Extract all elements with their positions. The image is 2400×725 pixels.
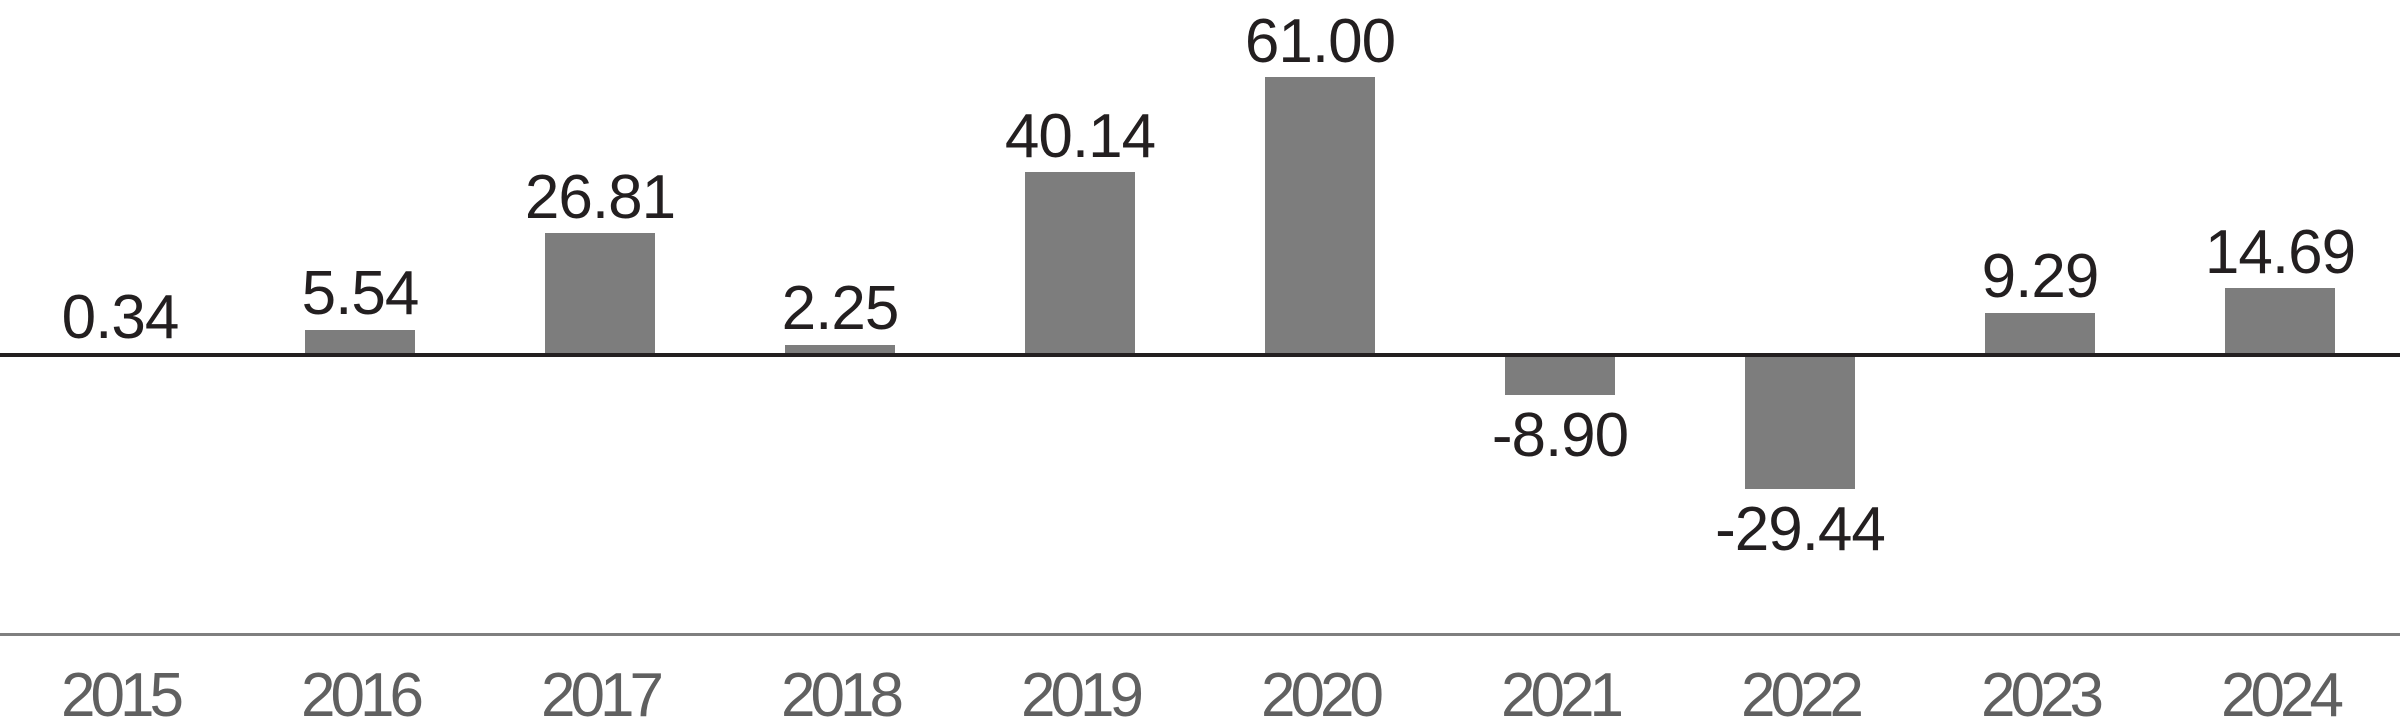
bar xyxy=(785,344,895,355)
x-axis-label: 2016 xyxy=(301,661,424,725)
bar-value-label: 5.54 xyxy=(301,259,420,329)
x-axis-label: 2020 xyxy=(1261,661,1384,725)
bar-value-label: 40.14 xyxy=(1004,101,1156,171)
x-axis-label: 2015 xyxy=(61,661,184,725)
bar xyxy=(545,233,655,355)
bar-value-label: -29.44 xyxy=(1715,494,1886,564)
bar-value-label: -8.90 xyxy=(1491,401,1629,471)
bar-value-label: 61.00 xyxy=(1244,6,1396,76)
x-axis-label: 2023 xyxy=(1981,661,2104,725)
x-axis-label: 2021 xyxy=(1501,661,1624,725)
category-axis-line xyxy=(0,633,2400,636)
bar-value-label: 0.34 xyxy=(61,282,180,352)
bar xyxy=(1505,355,1615,396)
x-axis-label: 2024 xyxy=(2221,661,2344,725)
bar xyxy=(305,329,415,355)
bar xyxy=(1745,355,1855,489)
zero-axis-line xyxy=(0,353,2400,357)
bar-value-label: 9.29 xyxy=(1981,242,2100,312)
bar xyxy=(1985,312,2095,355)
bar-value-label: 2.25 xyxy=(781,274,900,344)
x-axis-label: 2017 xyxy=(541,661,664,725)
x-axis-label: 2019 xyxy=(1021,661,1144,725)
bar-value-label: 14.69 xyxy=(2204,217,2356,287)
bar xyxy=(1265,77,1375,355)
bar-value-label: 26.81 xyxy=(524,162,676,232)
bar xyxy=(2225,288,2335,355)
bar xyxy=(1025,172,1135,355)
x-axis-label: 2022 xyxy=(1741,661,1864,725)
x-axis-label: 2018 xyxy=(781,661,904,725)
